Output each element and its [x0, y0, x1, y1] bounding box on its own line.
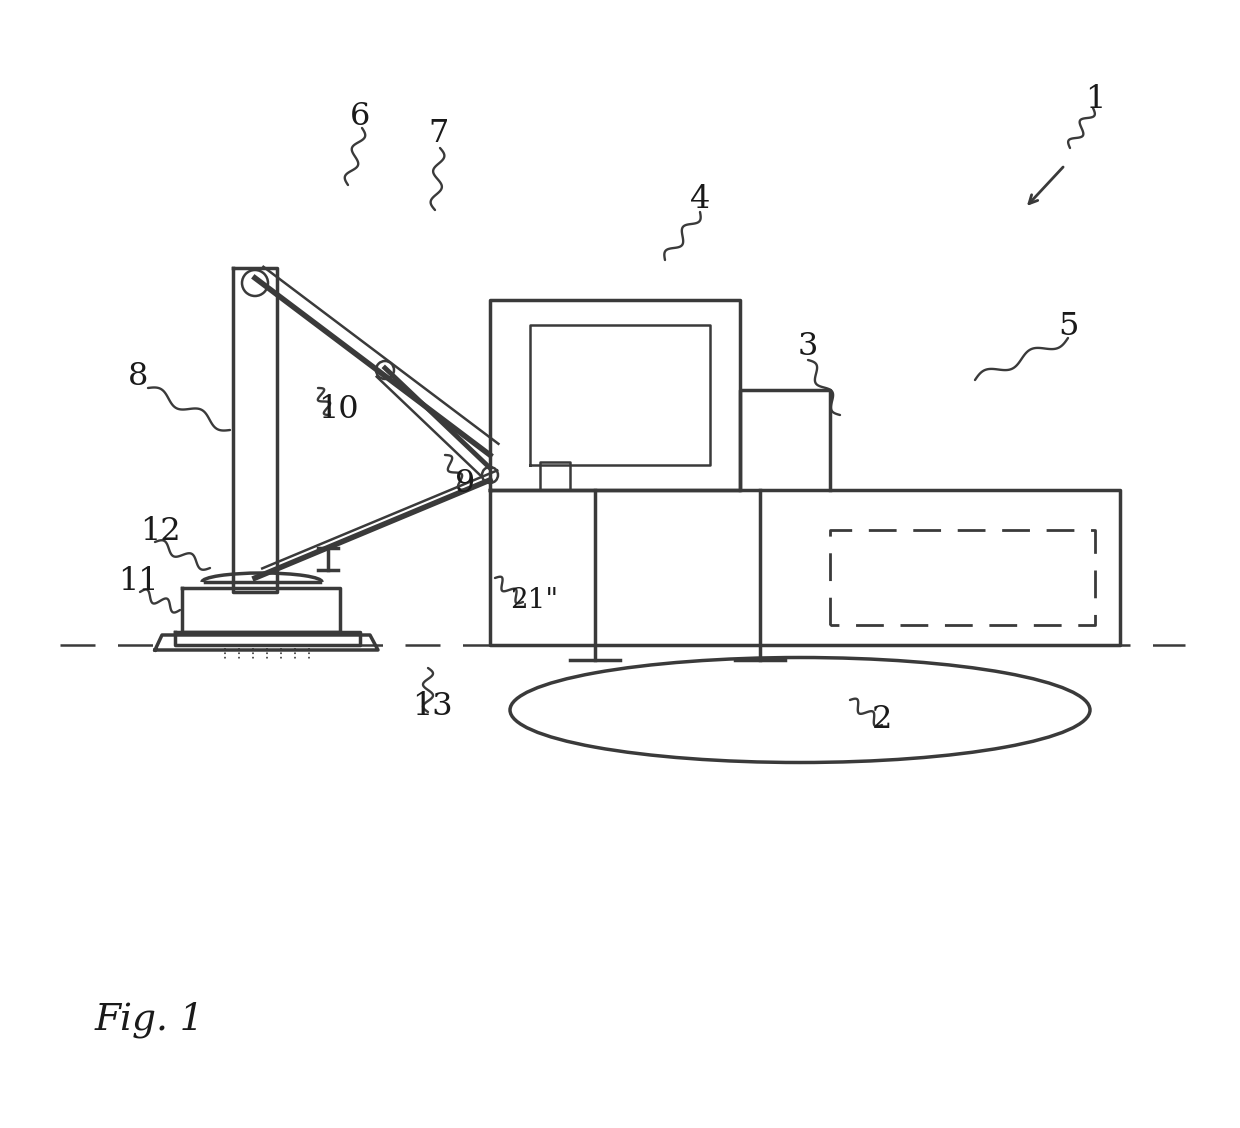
Text: 10: 10 [317, 394, 358, 425]
Text: 21": 21" [510, 587, 558, 614]
Circle shape [482, 467, 498, 483]
Text: 4: 4 [689, 184, 711, 215]
Text: 6: 6 [350, 102, 371, 132]
Text: 7: 7 [428, 118, 449, 149]
Text: 5: 5 [1058, 311, 1079, 342]
Text: 2: 2 [872, 704, 893, 735]
Text: 3: 3 [799, 331, 818, 362]
Text: 11: 11 [118, 566, 159, 597]
Text: 12: 12 [140, 515, 181, 547]
Text: 1: 1 [1085, 83, 1105, 115]
Text: 8: 8 [128, 361, 149, 393]
Text: Fig. 1: Fig. 1 [95, 1002, 205, 1039]
Text: 9: 9 [455, 468, 475, 499]
Text: 13: 13 [412, 691, 453, 722]
